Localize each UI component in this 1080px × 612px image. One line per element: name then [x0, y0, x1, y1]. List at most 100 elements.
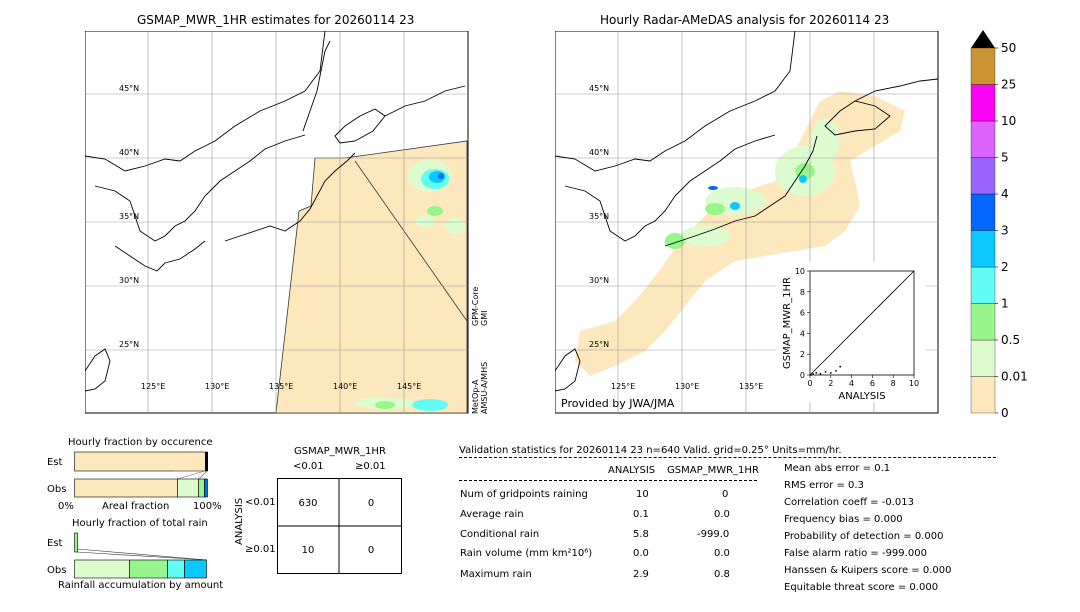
total-rain-est-label: Est	[47, 538, 63, 549]
scatter-ylabel: GSMAP_MWR_1HR	[782, 277, 793, 369]
scatter-xtick-1: 2	[828, 379, 833, 388]
stat-label-4: Maximum rain	[460, 569, 532, 580]
score-1: RMS error = 0.3	[784, 480, 864, 491]
contingency-cell-10: 10	[302, 545, 315, 556]
stat-label-1: Average rain	[460, 509, 524, 520]
total-rain-caption: Rainfall accumulation by amount	[58, 580, 224, 591]
scatter-point-1	[812, 373, 815, 375]
colorbar-label-7: 5	[1001, 151, 1009, 165]
scatter-ytick-3: 6	[800, 309, 805, 318]
scatter-point-3	[819, 373, 822, 375]
sensor-label-gpm: GPM-Core GMI	[471, 286, 489, 326]
colorbar-label-2: 0.5	[1001, 333, 1020, 347]
stat-label-3: Rain volume (mm km²10⁶)	[460, 548, 593, 559]
colorbar-label-4: 2	[1001, 260, 1009, 274]
contingency-col-ge: ≥0.01	[355, 461, 386, 472]
scatter-xtick-0: 0	[807, 379, 812, 388]
left-lat-45: 45°N	[119, 84, 139, 93]
left-swath-area	[275, 140, 468, 414]
contingency-cell-00: 630	[298, 498, 317, 509]
colorbar-block-3	[970, 266, 996, 304]
right-rain-patches	[665, 119, 839, 249]
stat-label-0: Num of gridpoints raining	[460, 489, 588, 500]
occurrence-axis-mid: Areal fraction	[102, 501, 170, 512]
contingency-cell-11: 0	[368, 545, 374, 556]
stat-gsmap-1: 0.0	[714, 509, 730, 520]
occurrence-title: Hourly fraction by occurence	[68, 437, 213, 448]
colorbar-label-6: 4	[1001, 187, 1009, 201]
stat-analysis-2: 5.8	[633, 529, 649, 540]
left-lat-25: 25°N	[119, 340, 139, 349]
stat-gsmap-4: 0.8	[714, 569, 730, 580]
scatter-xtick-4: 8	[891, 379, 896, 388]
validation-header-rule	[459, 457, 996, 458]
occurrence-bars	[74, 451, 208, 498]
score-7: Equitable threat score = 0.000	[784, 582, 939, 593]
score-5: False alarm ratio = -999.000	[784, 548, 927, 559]
scatter-xtick-3: 6	[870, 379, 875, 388]
right-map-title: Hourly Radar-AMeDAS analysis for 2026011…	[600, 13, 890, 27]
validation-col-rule	[459, 480, 757, 481]
colorbar-label-5: 3	[1001, 224, 1009, 238]
left-map-title: GSMAP_MWR_1HR estimates for 20260114 23	[137, 13, 415, 27]
colorbar-label-0: 0	[1001, 406, 1009, 418]
scatter-ytick-1: 2	[800, 350, 805, 359]
total-rain-obs-label: Obs	[47, 565, 67, 576]
occurrence-axis-right: 100%	[193, 501, 222, 512]
scatter-point-5	[829, 372, 832, 374]
left-lon-145: 145°E	[397, 382, 421, 391]
scatter-inset: 0 2 4 6 8 10 0 2 4 6 8 10 ANALYSIS GSMAP_MWR_1HR	[782, 267, 919, 402]
scatter-ytick-0: 0	[800, 371, 805, 380]
left-rain-patches	[355, 160, 465, 411]
scatter-point-7	[839, 365, 842, 368]
scatter-xtick-5: 10	[909, 379, 919, 388]
left-coastlines	[85, 31, 466, 392]
occurrence-axis-left: 0%	[58, 501, 74, 512]
validation-header: Validation statistics for 20260114 23 n=…	[459, 445, 842, 456]
right-lon-130: 130°E	[675, 382, 699, 391]
occurrence-obs-label: Obs	[47, 484, 67, 495]
colorbar-block-2	[970, 303, 996, 341]
total-rain-title: Hourly fraction of total rain	[72, 518, 208, 529]
scatter-point-0	[810, 374, 812, 376]
stat-analysis-4: 2.9	[633, 569, 649, 580]
colorbar-block-4	[970, 230, 996, 268]
right-lon-125: 125°E	[611, 382, 635, 391]
stat-gsmap-0: 0	[722, 489, 729, 500]
contingency-title: GSMAP_MWR_1HR	[294, 446, 386, 457]
scatter-point-2	[815, 372, 818, 374]
validation-col-analysis: ANALYSIS	[608, 465, 656, 476]
right-lat-35: 35°N	[589, 212, 609, 221]
colorbar-block-0	[970, 376, 996, 414]
stat-gsmap-3: 0.0	[714, 548, 730, 559]
score-0: Mean abs error = 0.1	[784, 463, 891, 474]
colorbar-block-7	[970, 120, 996, 158]
total-rain-bars	[74, 532, 208, 579]
left-lon-135: 135°E	[269, 382, 293, 391]
contingency-col-lt: <0.01	[293, 461, 324, 472]
left-lat-35: 35°N	[119, 212, 139, 221]
scatter-point-6	[835, 369, 837, 372]
colorbar: 0 0.01 0.5 1 2 3 4 5 10 25 50	[970, 30, 1028, 418]
scatter-ytick-5: 10	[795, 267, 805, 276]
occurrence-est-label: Est	[47, 457, 63, 468]
colorbar-label-9: 25	[1001, 78, 1016, 92]
stat-analysis-1: 0.1	[633, 509, 649, 520]
left-gridlines	[85, 31, 468, 413]
contingency-grid: 630 0 10 0	[277, 478, 402, 574]
right-lon-135: 135°E	[739, 382, 763, 391]
scatter-diagonal	[809, 270, 915, 376]
left-lon-130: 130°E	[205, 382, 229, 391]
score-2: Correlation coeff = -0.013	[784, 497, 914, 508]
score-4: Probability of detection = 0.000	[784, 531, 944, 542]
stat-analysis-3: 0.0	[633, 548, 649, 559]
scatter-ytick-2: 4	[800, 329, 805, 338]
validation-col-gsmap: GSMAP_MWR_1HR	[667, 465, 759, 476]
left-lat-40: 40°N	[119, 148, 139, 157]
colorbar-label-3: 1	[1001, 297, 1009, 311]
colorbar-label-10: 50	[1001, 41, 1016, 55]
left-lon-140: 140°E	[333, 382, 357, 391]
colorbar-block-8	[970, 84, 996, 122]
right-lat-30: 30°N	[589, 276, 609, 285]
colorbar-label-8: 10	[1001, 114, 1016, 128]
